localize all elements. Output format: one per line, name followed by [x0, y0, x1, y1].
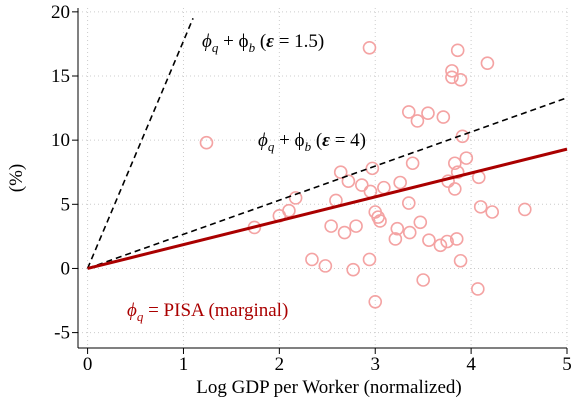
- data-point: [422, 233, 436, 248]
- annotation-part: ε: [322, 130, 330, 151]
- data-point: [453, 253, 468, 268]
- data-point: [341, 174, 356, 189]
- data-point: [480, 56, 495, 70]
- data-point: [388, 232, 403, 246]
- data-point: [349, 219, 363, 233]
- data-point: [337, 225, 352, 240]
- annotation-part: + ϕ: [274, 130, 304, 151]
- data-point: [453, 73, 468, 87]
- data-point: [355, 178, 369, 192]
- data-point: [518, 202, 532, 217]
- data-point: [401, 105, 416, 119]
- annotation-part: q: [137, 309, 144, 324]
- annotation-part: q: [212, 40, 219, 55]
- data-point: [324, 219, 338, 233]
- data-point: [448, 182, 462, 196]
- x-tick-label: 3: [370, 354, 380, 375]
- data-point: [445, 70, 459, 85]
- annotation-part: b: [305, 139, 312, 154]
- data-point: [436, 110, 451, 124]
- y-axis-label: (%): [6, 164, 27, 192]
- annotation-part: b: [249, 40, 256, 55]
- data-point: [305, 252, 319, 267]
- line: [87, 147, 568, 270]
- annotation-part: = 1.5): [274, 31, 324, 52]
- x-tick-label: 2: [275, 354, 285, 375]
- data-point: [450, 43, 465, 58]
- data-point: [401, 196, 416, 210]
- y-tick-label: 0: [61, 258, 71, 279]
- annotation-part: ϕ: [202, 31, 212, 52]
- x-tick-label: 4: [466, 354, 476, 375]
- data-point: [393, 175, 407, 190]
- data-point: [445, 64, 459, 78]
- data-point: [433, 238, 448, 253]
- annotation-part: + ϕ: [218, 31, 248, 52]
- data-point: [318, 259, 333, 273]
- data-point: [402, 225, 417, 240]
- annotation-part: (: [255, 31, 266, 52]
- annotation-part: q: [268, 139, 275, 154]
- annotation: ϕq = PISA (marginal): [127, 300, 288, 324]
- data-point: [413, 215, 428, 230]
- y-tick-label: 5: [61, 194, 71, 215]
- annotation-part: = PISA (marginal): [143, 300, 288, 321]
- annotation: ϕq + ϕb (ε = 1.5): [202, 31, 324, 55]
- data-point: [449, 232, 464, 246]
- y-tick-label: -5: [54, 323, 70, 344]
- data-point: [368, 295, 383, 309]
- x-tick-label: 5: [562, 354, 572, 375]
- data-point: [346, 262, 360, 277]
- x-axis-label: Log GDP per Worker (normalized): [196, 377, 461, 398]
- annotation-part: ϕ: [127, 300, 137, 321]
- data-point: [416, 273, 430, 287]
- annotation-part: (: [311, 130, 322, 151]
- data-point: [471, 282, 485, 296]
- data-point: [362, 40, 377, 55]
- y-tick-label: 20: [51, 2, 70, 23]
- data-point: [199, 135, 214, 150]
- line: [86, 17, 194, 269]
- data-point: [440, 234, 454, 249]
- annotation-part: ε: [266, 31, 274, 52]
- data-point: [373, 214, 387, 228]
- data-point: [365, 161, 380, 176]
- data-point: [362, 252, 377, 267]
- data-point: [450, 165, 465, 180]
- y-tick-label: 10: [51, 130, 70, 151]
- data-point: [288, 191, 303, 205]
- line: [87, 97, 568, 270]
- data-point: [405, 156, 420, 171]
- data-point: [421, 106, 435, 121]
- x-tick-label: 1: [179, 354, 189, 375]
- data-point: [390, 221, 405, 236]
- data-point: [410, 114, 425, 128]
- data-point: [333, 165, 348, 180]
- x-tick-label: 0: [83, 354, 93, 375]
- data-point: [485, 205, 500, 219]
- data-point: [377, 180, 391, 195]
- annotation-part: ϕ: [258, 130, 268, 151]
- annotation: ϕq + ϕb (ε = 4): [258, 130, 366, 154]
- data-point: [473, 200, 488, 214]
- y-tick-label: 15: [51, 66, 70, 87]
- data-point: [448, 156, 462, 171]
- annotation-part: = 4): [330, 130, 366, 151]
- data-point: [459, 151, 474, 165]
